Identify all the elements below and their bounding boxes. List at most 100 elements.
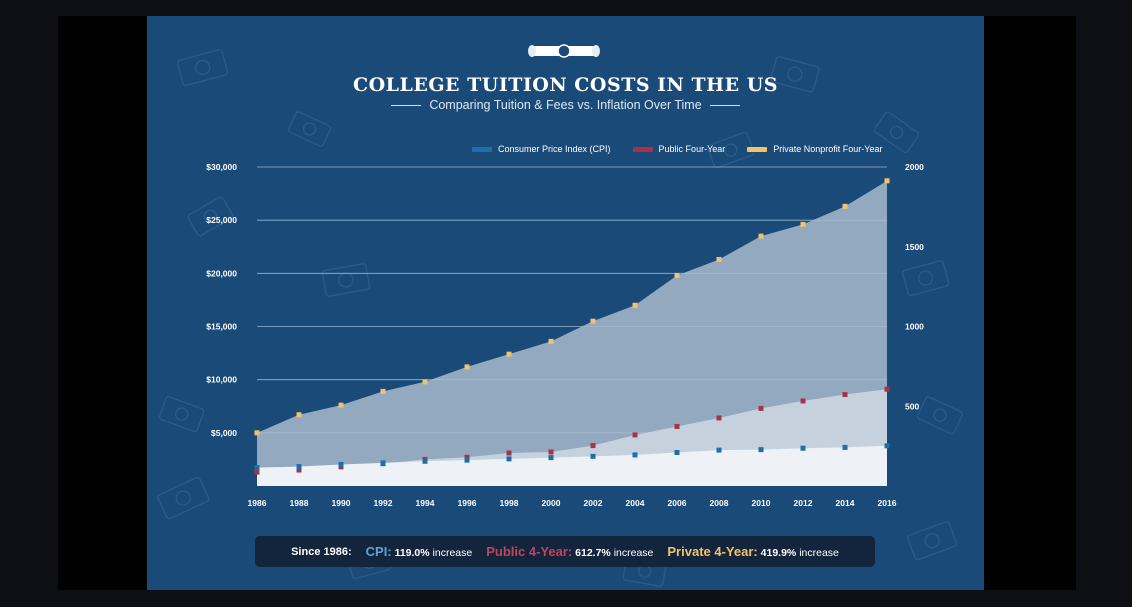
summary-cpi-label: CPI:: [365, 544, 392, 559]
point-cpi-1994: [422, 458, 428, 464]
infographic-panel: COLLEGE TUITION COSTS IN THE US Comparin…: [147, 16, 984, 590]
y-tick-left-1: $10,000: [206, 375, 237, 385]
point-public-2012: [800, 398, 806, 404]
point-private-2014: [842, 203, 848, 209]
point-private-2016: [884, 178, 890, 184]
subtitle-row: Comparing Tuition & Fees vs. Inflation O…: [147, 98, 984, 112]
subtitle-rule-left: [391, 104, 422, 106]
summary-since-label: Since 1986:: [291, 545, 352, 558]
legend-item-public: Public Four-Year: [632, 144, 726, 154]
legend-swatch-cpi: [472, 146, 492, 152]
point-private-1986: [254, 430, 260, 436]
x-tick-2012: 2012: [794, 498, 813, 508]
point-cpi-2010: [758, 447, 764, 453]
point-private-1992: [380, 388, 386, 394]
legend-swatch-private: [747, 146, 768, 152]
point-public-2006: [674, 423, 680, 429]
area-private: [257, 180, 887, 486]
summary-cpi: CPI: 119.0% increase: [366, 544, 473, 559]
point-public-2004: [632, 432, 638, 438]
point-cpi-1990: [338, 461, 344, 467]
point-public-1988: [296, 467, 302, 473]
point-private-2010: [758, 233, 764, 239]
diploma-icon: [528, 44, 600, 58]
point-cpi-2002: [590, 453, 596, 459]
x-tick-2016: 2016: [878, 498, 897, 508]
y-tick-right-1: 1000: [905, 322, 924, 332]
point-private-2002: [590, 318, 596, 324]
legend-label-cpi: Consumer Price Index (CPI): [498, 144, 611, 154]
x-tick-2006: 2006: [668, 498, 687, 508]
summary-cpi-value: 119.0%: [394, 547, 430, 559]
point-cpi-2012: [800, 445, 806, 451]
y-tick-right-0: 500: [905, 401, 919, 411]
point-private-2004: [632, 302, 638, 308]
x-tick-1988: 1988: [290, 498, 309, 508]
y-tick-left-0: $5,000: [211, 428, 237, 438]
point-public-1996: [464, 454, 470, 460]
point-private-1990: [338, 402, 344, 408]
point-public-2014: [842, 392, 848, 398]
point-cpi-2000: [548, 455, 554, 461]
point-public-2000: [548, 449, 554, 455]
point-cpi-2008: [716, 447, 722, 453]
summary-public-suffix: increase: [613, 547, 654, 559]
summary-private-label: Private 4-Year:: [667, 544, 758, 559]
point-cpi-1986: [254, 465, 260, 471]
area-cpi: [257, 445, 887, 486]
point-public-2010: [758, 405, 764, 411]
point-private-1998: [506, 351, 512, 357]
summary-cpi-suffix: increase: [432, 547, 473, 559]
point-private-2012: [800, 221, 806, 227]
point-public-2016: [884, 386, 890, 392]
y-tick-left-5: $30,000: [206, 162, 237, 172]
legend-label-private: Private Nonprofit Four-Year: [773, 144, 883, 154]
y-tick-left-2: $15,000: [206, 322, 237, 332]
legend-item-private: Private Nonprofit Four-Year: [747, 144, 882, 154]
point-cpi-2016: [884, 443, 890, 449]
x-tick-2002: 2002: [584, 498, 603, 508]
y-tick-left-4: $25,000: [206, 215, 237, 225]
summary-private-value: 419.9%: [760, 547, 797, 559]
page-title: COLLEGE TUITION COSTS IN THE US: [352, 74, 779, 96]
point-cpi-2014: [842, 444, 848, 450]
legend-item-cpi: Consumer Price Index (CPI): [472, 144, 611, 154]
x-tick-2010: 2010: [752, 498, 771, 508]
y-tick-right-2: 1500: [905, 242, 924, 252]
legend-label-public: Public Four-Year: [658, 144, 726, 154]
point-public-2002: [590, 443, 596, 449]
point-private-2008: [716, 257, 722, 263]
subtitle-rule-right: [709, 104, 740, 106]
tuition-area-chart: $5,000 $10,000 $15,000 $20,000 $25,000 $30,00…: [206, 162, 924, 508]
summary-private: Private 4-Year: 419.9% increase: [667, 544, 839, 559]
point-private-2000: [548, 338, 554, 344]
page-subtitle: Comparing Tuition & Fees vs. Inflation O…: [429, 98, 702, 112]
chart-legend: Consumer Price Index (CPI) Public Four-Y…: [472, 144, 882, 154]
x-tick-1998: 1998: [500, 498, 519, 508]
x-tick-2000: 2000: [542, 498, 561, 508]
point-private-1996: [464, 364, 470, 370]
point-public-1998: [506, 450, 512, 456]
point-private-1994: [422, 379, 428, 385]
summary-public-label: Public 4-Year:: [486, 544, 573, 559]
x-tick-1986: 1986: [248, 498, 267, 508]
point-cpi-1998: [506, 456, 512, 462]
point-cpi-1992: [380, 460, 386, 466]
x-tick-2004: 2004: [626, 498, 645, 508]
x-tick-1994: 1994: [416, 498, 435, 508]
summary-public: Public 4-Year: 612.7% increase: [486, 544, 653, 559]
x-tick-1996: 1996: [458, 498, 477, 508]
point-cpi-2006: [674, 450, 680, 456]
point-public-1986: [254, 469, 260, 475]
point-cpi-1996: [464, 457, 470, 463]
x-tick-2008: 2008: [710, 498, 729, 508]
legend-swatch-public: [632, 146, 653, 152]
summary-bar: Since 1986: CPI: 119.0% increase Public …: [255, 536, 875, 567]
x-tick-2014: 2014: [836, 498, 855, 508]
summary-private-suffix: increase: [799, 547, 839, 559]
y-tick-right-3: 2000: [905, 162, 924, 172]
y-tick-left-3: $20,000: [206, 268, 237, 278]
point-cpi-1988: [296, 464, 302, 470]
point-private-2006: [674, 272, 680, 278]
x-tick-1990: 1990: [332, 498, 351, 508]
